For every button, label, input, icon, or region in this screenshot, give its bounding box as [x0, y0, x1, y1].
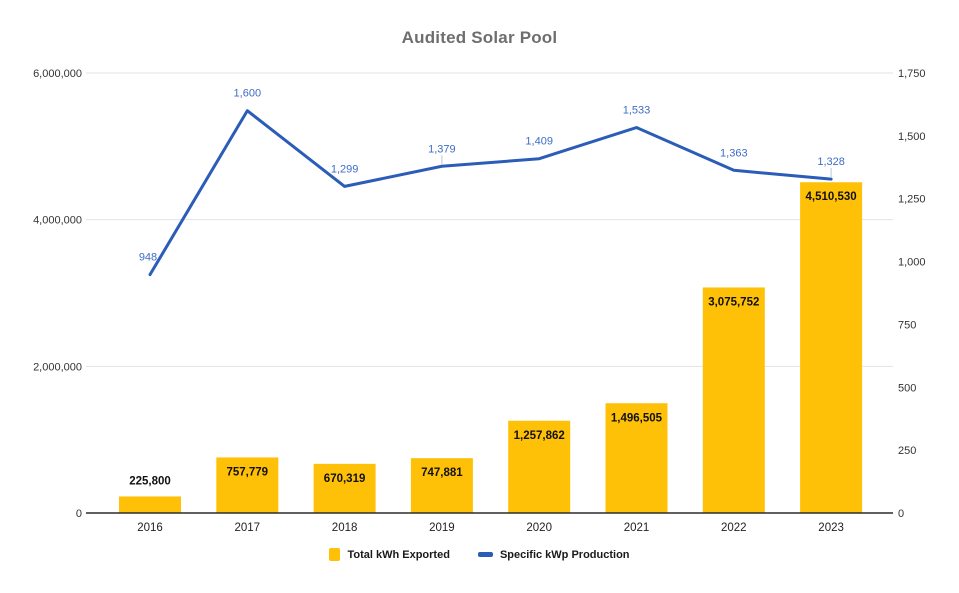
x-axis-label-2020: 2020	[526, 522, 552, 534]
bar-2017[interactable]	[216, 457, 279, 513]
bar-2019[interactable]	[410, 458, 473, 513]
left-axis-tick-label: 6,000,000	[33, 68, 82, 80]
bar-2016[interactable]	[119, 496, 181, 513]
left-axis-tick-label: 4,000,000	[33, 215, 82, 227]
left-axis-tick-label: 0	[76, 508, 82, 520]
x-axis-label-2018: 2018	[332, 522, 358, 534]
x-axis-label-2022: 2022	[721, 522, 747, 534]
line-value-label: 1,379	[428, 143, 456, 155]
right-axis-tick-label: 500	[898, 382, 916, 394]
chart-title: Audited Solar Pool	[401, 28, 558, 47]
right-axis-tick-label: 1,500	[898, 131, 926, 143]
right-axis-tick-label: 1,750	[898, 68, 926, 80]
bar-2022[interactable]	[702, 287, 765, 513]
right-axis-tick-label: 1,250	[898, 194, 926, 206]
bar-value-label: 757,779	[227, 466, 269, 478]
line-value-label: 1,328	[817, 156, 845, 168]
legend-item-specific-kwp[interactable]: Specific kWp Production	[477, 548, 630, 561]
x-axis-label-2017: 2017	[235, 522, 261, 534]
line-value-label: 948	[139, 252, 157, 264]
bar-value-label: 4,510,530	[806, 191, 857, 203]
legend-label-specific-kwp: Specific kWp Production	[499, 548, 630, 561]
legend-item-total-kwh[interactable]: Total kWh Exported	[329, 548, 450, 561]
bar-series-swatch-icon	[329, 548, 341, 561]
bar-2021[interactable]	[605, 403, 668, 513]
bar-value-label: 225,800	[129, 475, 171, 487]
legend-label-total-kwh: Total kWh Exported	[347, 548, 450, 561]
line-series-path[interactable]	[148, 109, 833, 277]
x-axis-label-2023: 2023	[818, 522, 844, 534]
left-axis-tick-label: 2,000,000	[33, 361, 82, 373]
bar-2023[interactable]	[800, 182, 863, 514]
bar-value-label: 670,319	[324, 473, 366, 485]
bar-2020[interactable]	[508, 420, 571, 513]
line-value-label: 1,409	[525, 136, 553, 148]
legend: Total kWh Exported Specific kWp Producti…	[0, 548, 959, 561]
line-series-swatch-icon	[477, 552, 493, 557]
line-value-label: 1,600	[234, 88, 262, 100]
line-value-label: 1,533	[623, 105, 651, 117]
right-axis-tick-label: 0	[898, 508, 904, 520]
right-axis-tick-label: 250	[898, 445, 916, 457]
right-axis-tick-label: 750	[898, 319, 916, 331]
line-value-label: 1,363	[720, 147, 748, 159]
line-value-label: 1,299	[331, 163, 359, 175]
x-axis-label-2021: 2021	[624, 522, 650, 534]
plot-area: 0 2,000,000 4,000,000 6,000,000 0 250 500 750 1,…	[33, 68, 926, 534]
right-axis-tick-label: 1,000	[898, 257, 926, 269]
bar-value-label: 3,075,752	[708, 296, 759, 308]
bar-2018[interactable]	[313, 463, 376, 513]
bar-value-label: 1,496,505	[611, 412, 663, 424]
bar-value-label: 1,257,862	[514, 430, 565, 442]
x-axis-label-2016: 2016	[137, 522, 163, 534]
bar-value-label: 747,881	[421, 467, 463, 479]
x-axis-label-2019: 2019	[429, 522, 455, 534]
